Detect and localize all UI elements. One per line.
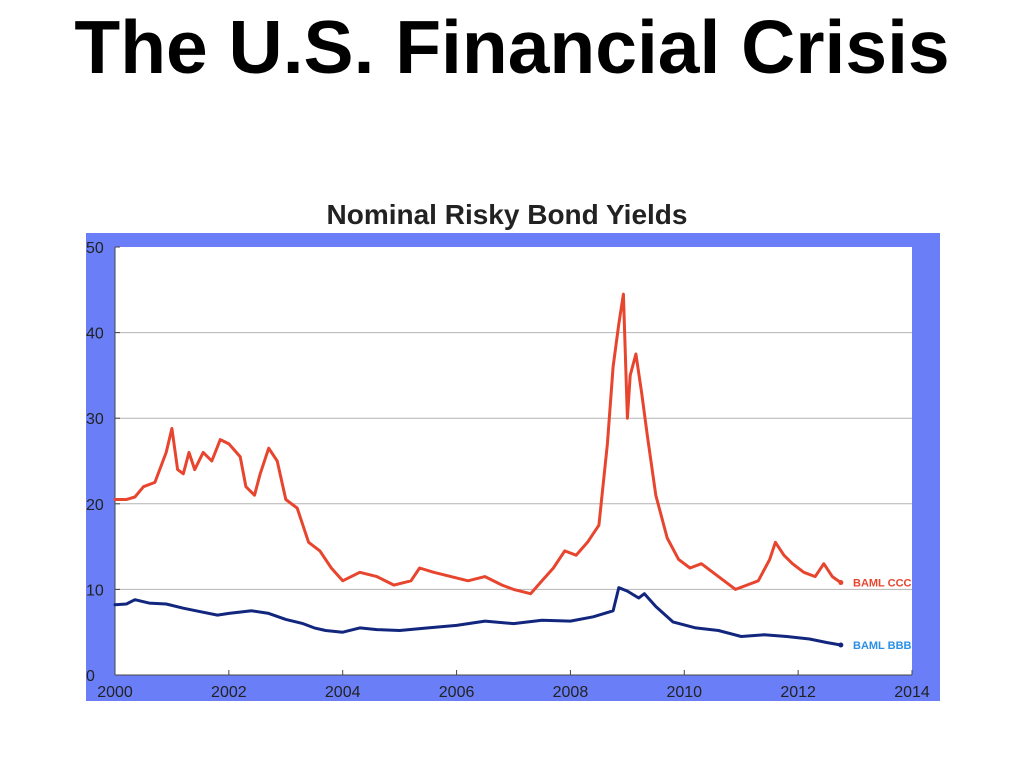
- y-tick-label: 50: [86, 240, 104, 257]
- y-tick-label: 10: [86, 582, 104, 599]
- series-bbb-line: [113, 586, 843, 647]
- x-tick-label: 2010: [666, 684, 702, 701]
- series-bbb-end-point: [838, 642, 844, 648]
- series-ccc-label: BAML CCC: [853, 578, 912, 590]
- x-tick-label: 2002: [211, 684, 247, 701]
- chart-title: Nominal Risky Bond Yields: [327, 199, 688, 230]
- series-bbb-label: BAML BBB: [853, 640, 912, 652]
- x-tick-label: 2012: [780, 684, 816, 701]
- y-tick-label: 40: [86, 326, 104, 343]
- x-tick-label: 2006: [439, 684, 475, 701]
- series-ccc-line: [113, 292, 843, 596]
- y-axis-ticks: 0 10 20 30 40 50: [86, 240, 120, 685]
- y-tick-label: 20: [86, 497, 104, 514]
- slide-title: The U.S. Financial Crisis: [74, 5, 950, 89]
- x-tick-label: 2014: [894, 684, 930, 701]
- series-lines: [113, 292, 844, 648]
- series-labels: BAML CCC BAML BBB: [853, 578, 912, 652]
- x-axis-ticks: 2000 2002 2004 2006 2008 2010 2012 2014: [97, 670, 930, 701]
- plot-area: [115, 247, 912, 675]
- y-tick-label: 0: [86, 668, 95, 685]
- series-ccc-end-point: [838, 580, 844, 586]
- x-tick-label: 2000: [97, 684, 133, 701]
- x-tick-label: 2004: [325, 684, 361, 701]
- y-tick-label: 30: [86, 411, 104, 428]
- x-tick-label: 2008: [553, 684, 589, 701]
